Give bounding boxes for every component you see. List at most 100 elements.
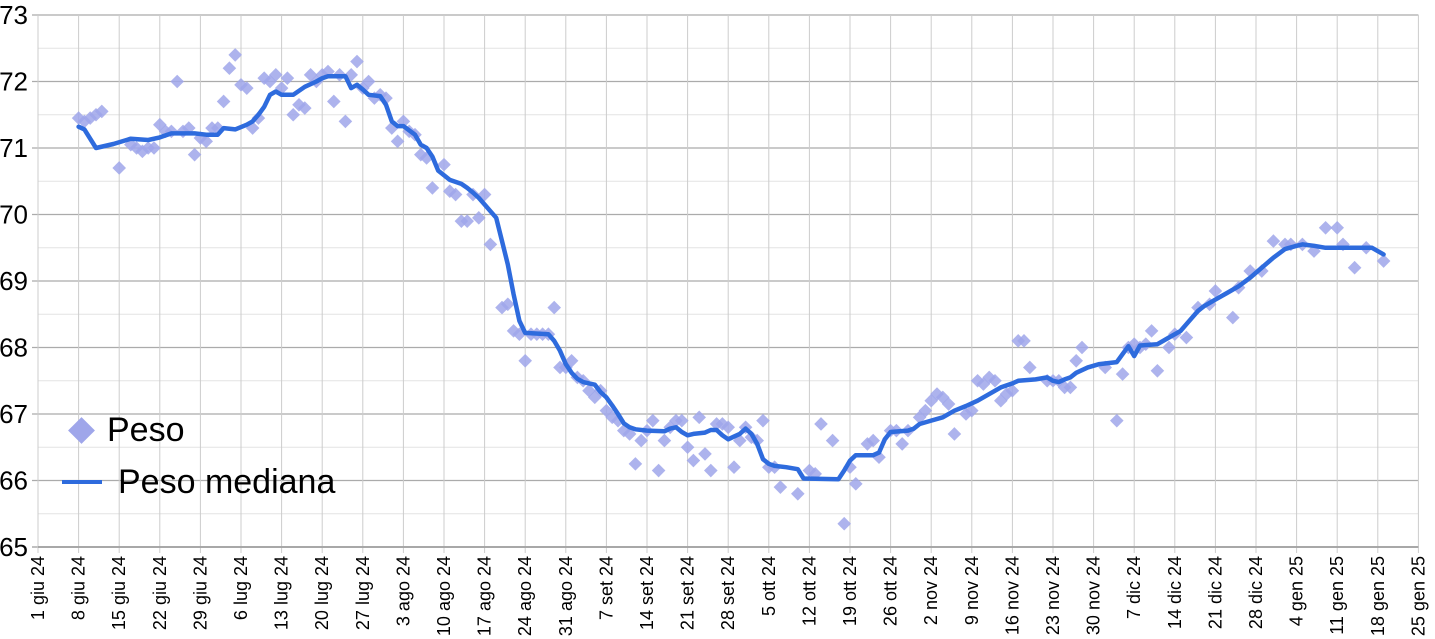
scatter-point: [692, 410, 706, 425]
scatter-point: [756, 413, 770, 428]
median-line: [76, 73, 1386, 482]
y-axis-tick-label: 65: [0, 532, 28, 562]
scatter-point: [112, 161, 126, 175]
scatter-point: [895, 437, 909, 451]
scatter-point: [849, 477, 863, 491]
x-axis-tick-label: 25 gen 25: [1408, 556, 1428, 636]
scatter-point: [240, 81, 254, 95]
scatter-point: [1115, 367, 1130, 381]
x-axis-tick-label: 8 giu 24: [69, 556, 89, 620]
scatter-point: [222, 61, 237, 75]
scatter-point: [686, 453, 701, 468]
scatter-point: [814, 417, 828, 431]
x-axis-tick-label: 9 nov 24: [962, 556, 982, 625]
scatter-point: [414, 147, 428, 162]
x-axis-tick-label: 10 ago 24: [434, 556, 454, 636]
x-axis-tick-label: 11 gen 25: [1327, 556, 1347, 635]
scatter-point: [448, 187, 463, 202]
x-axis-tick-label: 17 ago 24: [475, 556, 495, 636]
scatter-point: [216, 94, 231, 109]
scatter-point: [170, 74, 184, 89]
x-axis-tick-label: 3 ago 24: [393, 556, 413, 626]
scatter-point: [843, 460, 857, 474]
x-axis-tick-label: 24 ago 24: [515, 556, 535, 636]
scatter-point: [495, 300, 509, 315]
y-axis-tick-label: 73: [0, 0, 28, 30]
scatter-point: [988, 373, 1002, 388]
scatter-point: [675, 413, 689, 428]
scatter-point: [477, 187, 492, 202]
scatter-point: [1318, 221, 1333, 235]
scatter-point: [1243, 264, 1257, 278]
scatter-point: [704, 463, 718, 478]
scatter-point: [95, 104, 109, 119]
x-axis-tick-label: 28 dic 24: [1246, 556, 1266, 629]
scatter-point: [646, 413, 660, 428]
scatter-point: [425, 181, 440, 195]
scatter-point: [1150, 363, 1165, 378]
x-axis-tick-label: 21 dic 24: [1205, 556, 1225, 629]
scatter-point: [443, 184, 457, 199]
x-axis-tick-label: 6 lug 24: [231, 556, 251, 620]
scatter-point: [1110, 413, 1124, 428]
scatter-point: [866, 433, 880, 448]
scatter-point: [518, 354, 532, 368]
scatter-point: [680, 440, 695, 455]
x-axis-tick-label: 21 set 24: [678, 556, 698, 630]
scatter-point: [361, 74, 376, 89]
y-axis-tick-label: 69: [0, 266, 28, 296]
scatter-point: [501, 297, 515, 312]
x-axis-tick-label: 16 nov 24: [1002, 556, 1022, 635]
scatter-point: [1005, 383, 1020, 398]
scatter-point: [385, 121, 399, 135]
scatter-point: [280, 71, 295, 85]
scatter-point: [298, 101, 312, 115]
scatter-point: [1017, 334, 1031, 348]
scatter-point: [327, 94, 341, 109]
scatter-point: [1069, 354, 1083, 368]
x-axis-tick-label: 23 nov 24: [1043, 556, 1063, 635]
scatter-point: [1330, 221, 1344, 235]
scatter-point: [651, 463, 666, 478]
scatter-point: [941, 397, 956, 411]
x-axis-tick-label: 31 ago 24: [556, 556, 576, 636]
scatter-point: [582, 383, 596, 398]
x-axis-tick-label: 14 dic 24: [1165, 556, 1185, 629]
scatter-point: [1075, 340, 1089, 355]
x-axis-tick-label: 12 ott 24: [799, 556, 819, 626]
scatter-point: [1307, 244, 1321, 258]
x-axis-tick-label: 19 ott 24: [840, 556, 860, 626]
scatter-point: [657, 433, 672, 448]
x-axis-tick-label: 15 giu 24: [109, 556, 129, 630]
x-axis-tick-label: 22 giu 24: [150, 556, 170, 630]
scatter-point: [837, 516, 851, 531]
scatter-point: [959, 407, 973, 421]
scatter-point: [1347, 260, 1362, 275]
scatter-point: [1023, 360, 1037, 375]
y-axis-tick-label: 66: [0, 466, 28, 496]
scatter-point: [825, 433, 840, 448]
x-axis-tick-label: 7 set 24: [596, 556, 616, 620]
scatter-point: [1226, 310, 1240, 325]
y-axis-tick-label: 71: [0, 133, 28, 163]
scatter-point: [390, 134, 405, 149]
scatter-point: [634, 433, 648, 448]
scatter-point: [727, 460, 741, 474]
scatter-point: [350, 54, 364, 69]
scatter-point: [791, 487, 805, 501]
scatter-point: [547, 300, 561, 315]
scatter-point: [698, 447, 712, 461]
scatter-point: [483, 237, 498, 252]
scatter-point: [628, 457, 643, 471]
x-axis-tick-label: 5 ott 24: [759, 556, 779, 616]
scatter-point: [437, 157, 451, 172]
scatter-point: [1063, 380, 1078, 395]
scatter-point: [721, 420, 735, 435]
scatter-point: [611, 413, 625, 428]
scatter-point: [622, 427, 637, 441]
scatter-point: [1144, 324, 1159, 338]
scatter-point: [1208, 284, 1223, 298]
scatter-point: [124, 137, 138, 152]
